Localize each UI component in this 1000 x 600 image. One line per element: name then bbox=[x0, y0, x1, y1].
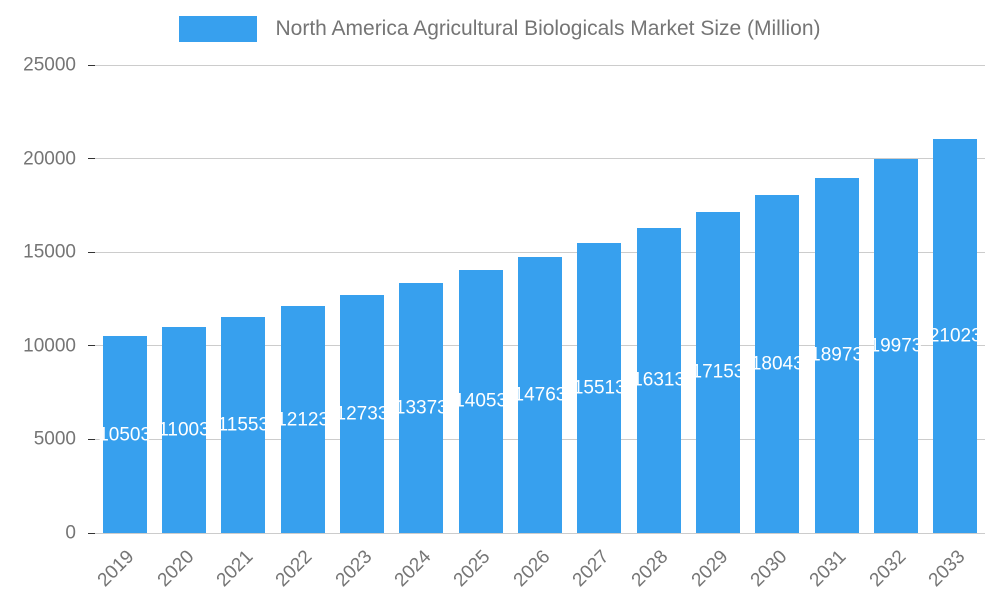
x-tick-label: 2032 bbox=[865, 546, 911, 592]
axis-tick bbox=[88, 438, 95, 440]
bar-column: 14053 bbox=[451, 65, 510, 533]
bar-column: 14763 bbox=[510, 65, 569, 533]
y-tick-label: 0 bbox=[65, 522, 76, 544]
axis-tick bbox=[88, 251, 95, 253]
bar-value-label: 16313 bbox=[632, 369, 686, 391]
bar-value-label: 11003 bbox=[158, 419, 210, 441]
x-tick-label: 2031 bbox=[806, 546, 851, 592]
gridline bbox=[95, 532, 985, 534]
bar-column: 17153 bbox=[688, 65, 747, 533]
x-tick-label: 2030 bbox=[746, 546, 792, 592]
bar-column: 21023 bbox=[926, 65, 985, 533]
bar bbox=[873, 159, 918, 533]
gridline bbox=[95, 64, 985, 66]
bar-column: 18973 bbox=[807, 65, 866, 533]
bar bbox=[577, 242, 622, 533]
y-tick-label: 10000 bbox=[23, 335, 76, 357]
bar bbox=[518, 256, 562, 533]
bar-value-label: 19973 bbox=[869, 335, 923, 357]
bar bbox=[340, 294, 384, 533]
bar bbox=[695, 211, 740, 533]
bar-value-label: 18043 bbox=[750, 353, 804, 375]
bar bbox=[636, 227, 681, 533]
axis-tick bbox=[88, 345, 95, 347]
x-axis-labels: 2019 2020 2021 2022 2023 2024 2025 2026 2027 2028… bbox=[94, 533, 985, 599]
bar-value-label: 14763 bbox=[513, 384, 567, 406]
bar-column: 12123 bbox=[273, 65, 332, 533]
bar bbox=[221, 316, 266, 533]
x-tick-label: 2023 bbox=[331, 546, 377, 592]
bar bbox=[933, 139, 978, 533]
gridline bbox=[95, 158, 985, 160]
bar-value-label: 13373 bbox=[394, 397, 448, 419]
y-axis-labels: 0 5000 10000 15000 20000 25000 bbox=[0, 56, 84, 543]
bar bbox=[399, 282, 444, 533]
bar-value-label: 15513 bbox=[572, 377, 626, 399]
x-tick-label: 2026 bbox=[509, 546, 555, 592]
bar-column: 11003 bbox=[154, 65, 213, 533]
legend-swatch bbox=[179, 16, 258, 42]
x-tick-label: 2020 bbox=[153, 546, 199, 592]
y-tick-label: 15000 bbox=[23, 241, 76, 263]
bar-column: 13373 bbox=[392, 65, 451, 533]
bar-value-label: 11553 bbox=[217, 414, 270, 436]
gridline bbox=[95, 251, 985, 253]
axis-tick bbox=[88, 64, 95, 66]
bar-column: 15513 bbox=[570, 65, 629, 533]
bar bbox=[162, 327, 206, 533]
bar-value-label: 10503 bbox=[98, 424, 152, 446]
bar-column: 19973 bbox=[866, 65, 925, 533]
bar bbox=[102, 336, 147, 533]
bar bbox=[814, 177, 859, 533]
bar-column: 10503 bbox=[95, 65, 154, 533]
bar bbox=[280, 306, 325, 533]
bar-value-label: 12123 bbox=[276, 409, 330, 431]
x-tick-label: 2025 bbox=[450, 546, 495, 592]
x-tick-label: 2033 bbox=[924, 546, 970, 592]
bar-value-label: 18973 bbox=[810, 344, 864, 366]
bar-value-label: 21023 bbox=[928, 325, 982, 347]
x-tick-label: 2028 bbox=[628, 546, 673, 592]
bar-column: 16313 bbox=[629, 65, 688, 533]
x-tick-label: 2022 bbox=[272, 546, 317, 592]
bar bbox=[458, 269, 503, 533]
x-tick-label: 2027 bbox=[568, 546, 614, 592]
y-tick-label: 20000 bbox=[23, 148, 76, 170]
legend: North America Agricultural Biologicals M… bbox=[0, 14, 1000, 44]
y-tick-label: 5000 bbox=[33, 428, 76, 450]
y-tick-label: 25000 bbox=[23, 54, 76, 76]
plot-wrap: 0 5000 10000 15000 20000 25000 10503 11003 1155… bbox=[23, 56, 985, 591]
bar-value-label: 17153 bbox=[691, 361, 745, 383]
x-tick-label: 2024 bbox=[390, 546, 436, 592]
bars: 10503 11003 11553 12123 12733 13373 14053 14763… bbox=[95, 65, 985, 533]
x-tick-label: 2019 bbox=[94, 546, 139, 592]
chart-title: North America Agricultural Biologicals M… bbox=[275, 17, 821, 40]
bar-value-label: 14053 bbox=[454, 390, 508, 412]
x-tick-label: 2029 bbox=[687, 546, 733, 592]
bar-column: 12733 bbox=[332, 65, 391, 533]
axis-tick bbox=[88, 532, 95, 534]
bar-column: 18043 bbox=[748, 65, 807, 533]
x-tick-label: 2021 bbox=[212, 546, 258, 592]
axis-tick bbox=[88, 158, 95, 160]
bar-column: 11553 bbox=[214, 65, 273, 533]
bar-value-label: 12733 bbox=[335, 403, 389, 425]
bar bbox=[755, 195, 800, 533]
plot-area: 10503 11003 11553 12123 12733 13373 14053 14763… bbox=[88, 64, 985, 534]
